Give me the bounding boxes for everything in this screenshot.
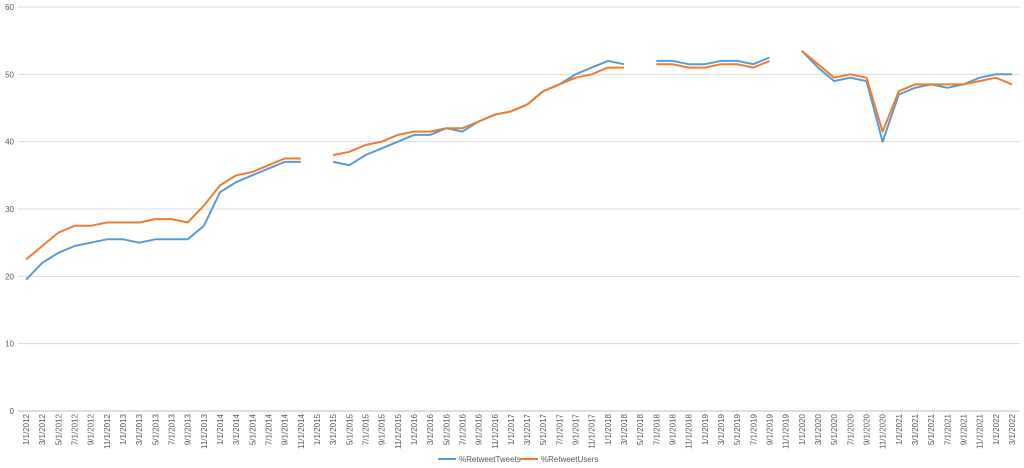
y-tick-label: 20 [5, 272, 14, 281]
x-tick-label: 11/1/2017 [588, 413, 597, 449]
x-tick-label: 3/1/2013 [135, 413, 144, 445]
x-tick-label: 3/1/2018 [620, 413, 629, 445]
x-tick-label: 1/1/2018 [604, 413, 613, 445]
x-tick-label: 9/1/2014 [281, 413, 290, 445]
x-tick-label: 3/1/2020 [814, 413, 823, 445]
x-tick-label: 5/1/2012 [54, 413, 63, 445]
series-line-retweet-tweets [25, 50, 1012, 281]
x-tick-label: 5/1/2016 [442, 413, 451, 445]
x-tick-label: 3/1/2022 [1008, 413, 1017, 445]
x-tick-label: 7/1/2013 [168, 413, 177, 445]
x-tick-label: 9/1/2019 [766, 413, 775, 445]
x-tick-label: 7/1/2017 [555, 413, 564, 445]
y-tick-label: 40 [5, 138, 14, 147]
series-line-retweet-users [25, 50, 1013, 261]
x-tick-label: 9/1/2012 [87, 413, 96, 445]
y-tick-label: 60 [5, 3, 14, 12]
x-tick-label: 9/1/2017 [572, 413, 581, 445]
x-tick-label: 3/1/2015 [329, 413, 338, 445]
x-tick-label: 11/1/2014 [297, 413, 306, 449]
x-tick-label: 1/1/2015 [313, 413, 322, 445]
x-tick-label: 3/1/2019 [717, 413, 726, 445]
x-tick-label: 7/1/2014 [265, 413, 274, 445]
x-tick-label: 9/1/2016 [475, 413, 484, 445]
x-axis-ticks: 1/1/2012 3/1/2012 5/1/2012 7/1/2012 9/1/2012… [22, 413, 1017, 449]
legend-label-retweet-tweets: %RetweetTweets [459, 455, 521, 464]
x-tick-label: 9/1/2013 [184, 413, 193, 445]
x-tick-label: 1/1/2020 [798, 413, 807, 445]
x-tick-label: 7/1/2018 [652, 413, 661, 445]
x-tick-label: 11/1/2015 [394, 413, 403, 449]
x-tick-label: 5/1/2017 [539, 413, 548, 445]
x-tick-label: 3/1/2012 [38, 413, 47, 445]
x-tick-label: 5/1/2020 [830, 413, 839, 445]
x-tick-label: 11/1/2019 [782, 413, 791, 449]
x-tick-label: 1/1/2016 [410, 413, 419, 445]
x-tick-label: 7/1/2015 [361, 413, 370, 445]
x-tick-label: 3/1/2017 [523, 413, 532, 445]
x-tick-label: 5/1/2021 [927, 413, 936, 445]
x-tick-label: 7/1/2020 [846, 413, 855, 445]
x-tick-label: 5/1/2019 [733, 413, 742, 445]
x-tick-label: 7/1/2012 [71, 413, 80, 445]
legend-label-retweet-users: %RetweetUsers [541, 455, 598, 464]
x-tick-label: 3/1/2014 [232, 413, 241, 445]
x-tick-label: 1/1/2014 [216, 413, 225, 445]
x-tick-label: 11/1/2012 [103, 413, 112, 449]
x-tick-label: 1/1/2013 [119, 413, 128, 445]
x-tick-label: 1/1/2012 [22, 413, 31, 445]
y-axis-ticks: 0 10 20 30 40 50 60 [5, 3, 14, 416]
x-tick-label: 1/1/2019 [701, 413, 710, 445]
x-tick-label: 11/1/2016 [491, 413, 500, 449]
x-tick-label: 5/1/2018 [636, 413, 645, 445]
x-tick-label: 9/1/2020 [862, 413, 871, 445]
x-tick-label: 1/1/2021 [895, 413, 904, 445]
y-tick-label: 10 [5, 340, 14, 349]
x-tick-label: 1/1/2022 [992, 413, 1001, 445]
x-tick-label: 11/1/2013 [200, 413, 209, 449]
x-tick-label: 9/1/2015 [378, 413, 387, 445]
x-tick-label: 3/1/2016 [426, 413, 435, 445]
x-tick-label: 1/1/2017 [507, 413, 516, 445]
x-tick-label: 3/1/2021 [911, 413, 920, 445]
x-tick-label: 5/1/2015 [345, 413, 354, 445]
x-tick-label: 11/1/2020 [879, 413, 888, 449]
x-tick-label: 7/1/2021 [943, 413, 952, 445]
legend: %RetweetTweets %RetweetUsers [438, 455, 598, 464]
x-tick-label: 11/1/2021 [976, 413, 985, 449]
x-tick-label: 9/1/2021 [959, 413, 968, 445]
legend-item-retweet-users: %RetweetUsers [520, 455, 598, 464]
y-tick-label: 30 [5, 205, 14, 214]
x-tick-label: 5/1/2013 [151, 413, 160, 445]
x-tick-label: 9/1/2018 [669, 413, 678, 445]
x-tick-label: 7/1/2019 [749, 413, 758, 445]
gridlines [18, 6, 1020, 412]
x-tick-label: 7/1/2016 [458, 413, 467, 445]
x-tick-label: 11/1/2018 [685, 413, 694, 449]
y-tick-label: 0 [10, 407, 15, 416]
y-tick-label: 50 [5, 70, 14, 79]
x-tick-label: 5/1/2014 [248, 413, 257, 445]
series-lines [25, 50, 1013, 281]
legend-item-retweet-tweets: %RetweetTweets [438, 455, 521, 464]
